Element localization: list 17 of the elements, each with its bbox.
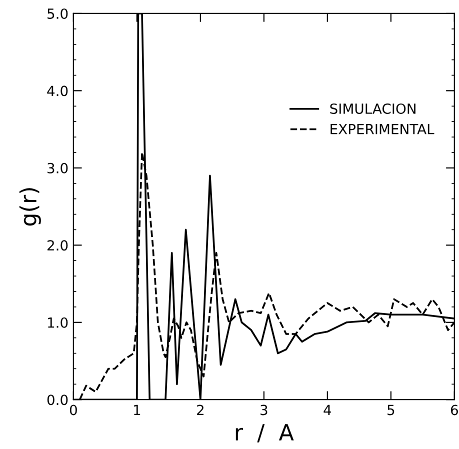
legend-label: EXPERIMENTAL [330, 124, 434, 134]
x-tick-label: 1 [134, 404, 140, 416]
x-tick-label: 3 [260, 404, 268, 416]
x-axis-title: r / A [236, 424, 294, 442]
x-tick-label: 2 [197, 404, 204, 416]
x-tick-label: 6 [450, 404, 458, 416]
y-axis-title: g(r) [19, 188, 41, 226]
y-tick-label: 4.0 [47, 86, 68, 96]
x-tick-label: 0 [70, 404, 77, 416]
x-tick-label: 4 [324, 404, 332, 416]
y-tick-label: 5.0 [48, 8, 68, 19]
y-tick-label: 0.0 [47, 394, 68, 406]
y-tick-label: 1.0 [48, 317, 68, 328]
legend-label: SIMULACION [330, 103, 416, 114]
x-tick-label: 5 [388, 404, 394, 416]
y-tick-label: 3.0 [48, 162, 68, 174]
y-tick-label: 2.0 [48, 240, 68, 251]
